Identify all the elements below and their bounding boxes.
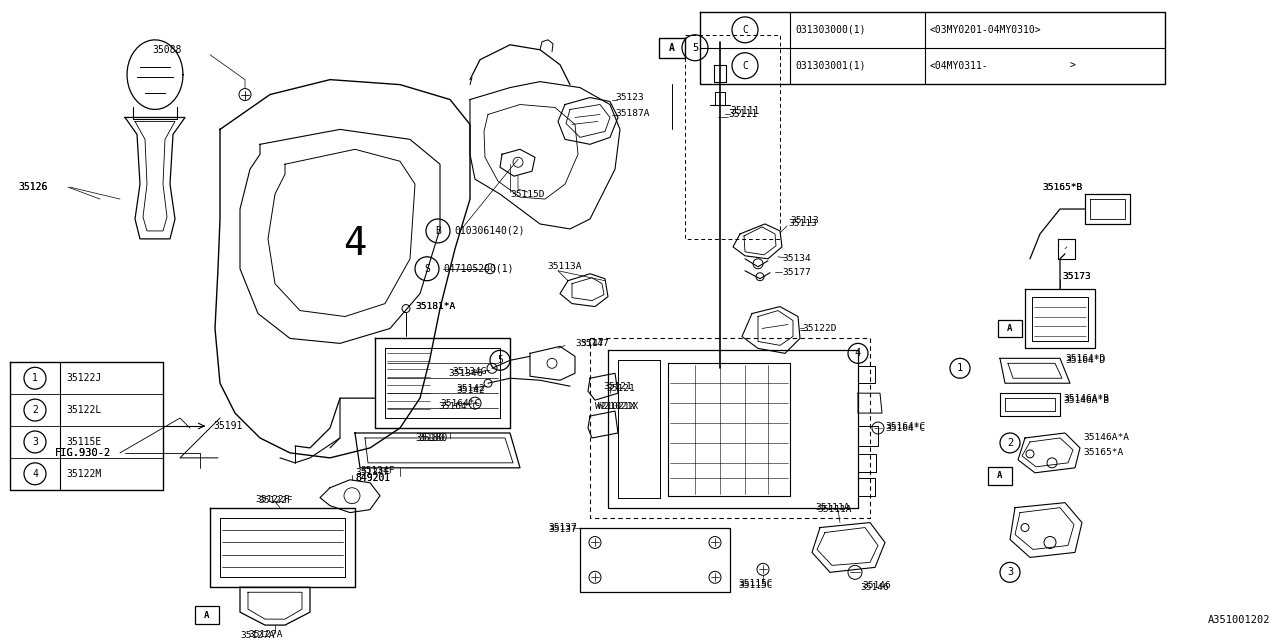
Text: 35134F: 35134F [355, 468, 389, 477]
Text: 35122F: 35122F [255, 495, 289, 504]
Text: <03MY0201-04MY0310>: <03MY0201-04MY0310> [931, 25, 1042, 35]
Text: 35123: 35123 [614, 93, 644, 102]
Text: W21021X: W21021X [595, 402, 635, 411]
Text: 2: 2 [32, 405, 38, 415]
Bar [195, 606, 219, 624]
Text: 010306140(2): 010306140(2) [454, 226, 525, 236]
Text: 35121: 35121 [603, 381, 632, 390]
Text: 35164*D: 35164*D [1065, 356, 1105, 365]
Text: 35137: 35137 [548, 525, 577, 534]
Text: 35134: 35134 [782, 254, 810, 263]
Text: 35164*C: 35164*C [438, 402, 479, 411]
Text: <04MY0311-: <04MY0311- [931, 61, 988, 70]
Text: 35165*B: 35165*B [1042, 182, 1083, 191]
Text: 35187A: 35187A [614, 109, 649, 118]
Text: 35088: 35088 [152, 45, 182, 55]
Text: 35134G: 35134G [452, 367, 486, 376]
Text: 35115D: 35115D [509, 189, 544, 198]
Text: 35146A*B: 35146A*B [1062, 396, 1108, 404]
Bar [659, 38, 685, 58]
Text: 35191: 35191 [212, 421, 242, 431]
Text: 35146: 35146 [860, 583, 888, 592]
Text: 35180: 35180 [415, 433, 444, 443]
Text: FIG.930-2: FIG.930-2 [55, 448, 111, 458]
Text: 35164*C: 35164*C [884, 422, 925, 431]
Text: 1: 1 [957, 364, 963, 373]
Text: FIG.930-2: FIG.930-2 [55, 448, 111, 458]
Text: A: A [669, 43, 675, 52]
Text: 35165*A: 35165*A [1083, 449, 1124, 458]
Text: A: A [997, 471, 1002, 480]
Text: 35115C: 35115C [739, 579, 773, 588]
Text: 35122M: 35122M [67, 468, 101, 479]
Text: 1: 1 [32, 373, 38, 383]
Text: 35122L: 35122L [67, 405, 101, 415]
Text: 35164*D: 35164*D [1065, 354, 1105, 363]
Text: 35111A: 35111A [817, 505, 851, 514]
Text: 35173: 35173 [1062, 272, 1091, 281]
Text: 4: 4 [855, 348, 861, 358]
Text: 35113: 35113 [788, 220, 817, 228]
Text: 4: 4 [343, 225, 366, 263]
Bar [998, 319, 1021, 337]
Text: 35111: 35111 [730, 106, 759, 116]
Text: 35113A: 35113A [547, 262, 581, 271]
Text: 35177: 35177 [782, 268, 810, 277]
Text: 35115C: 35115C [739, 580, 773, 590]
Text: 031303000(1): 031303000(1) [795, 25, 865, 35]
Text: 35111: 35111 [728, 109, 758, 120]
Text: 35126: 35126 [18, 182, 47, 192]
Text: B: B [435, 226, 440, 236]
Text: 35165*B: 35165*B [1042, 182, 1083, 191]
Text: 35142: 35142 [456, 384, 485, 393]
Text: >: > [1070, 61, 1076, 70]
Text: A: A [205, 611, 210, 620]
Text: 35146A*B: 35146A*B [1062, 394, 1108, 403]
Text: C: C [742, 25, 748, 35]
Text: 35137: 35137 [548, 523, 577, 532]
Text: 2: 2 [1007, 438, 1014, 448]
Text: A: A [1007, 324, 1012, 333]
Text: 35122J: 35122J [67, 373, 101, 383]
Text: 35115E: 35115E [67, 437, 101, 447]
Text: 031303001(1): 031303001(1) [795, 61, 865, 70]
Text: 35122F: 35122F [259, 496, 293, 505]
Text: 047105200(1): 047105200(1) [443, 264, 513, 274]
Text: 35142: 35142 [456, 386, 485, 395]
Text: 35164*C: 35164*C [884, 424, 925, 433]
Text: 35147: 35147 [580, 339, 609, 348]
Text: 35121: 35121 [605, 384, 635, 393]
Text: 35122D: 35122D [803, 324, 837, 333]
Text: 5: 5 [497, 355, 503, 365]
Text: 35134G: 35134G [448, 369, 483, 378]
Text: 4: 4 [32, 468, 38, 479]
Text: 3: 3 [32, 437, 38, 447]
Bar [988, 467, 1012, 484]
Text: W21021X: W21021X [598, 402, 639, 411]
Text: 35180: 35180 [419, 433, 448, 443]
Text: 35126: 35126 [18, 182, 47, 192]
Text: S: S [424, 264, 430, 274]
Text: 35147: 35147 [575, 339, 604, 348]
Text: A351001202: A351001202 [1207, 615, 1270, 625]
Text: 35173: 35173 [1062, 272, 1091, 281]
Text: C: C [742, 61, 748, 70]
Text: 35134F: 35134F [360, 467, 394, 476]
Text: 35146A*A: 35146A*A [1083, 433, 1129, 442]
Text: 35111A: 35111A [815, 503, 850, 512]
Text: 35181*A: 35181*A [415, 302, 456, 311]
Text: 35127A: 35127A [248, 630, 283, 639]
Text: 5: 5 [692, 43, 698, 52]
Text: 35181*A: 35181*A [415, 302, 456, 311]
Text: 3: 3 [1007, 567, 1014, 577]
Text: 35146: 35146 [861, 580, 891, 590]
Text: 35164*C: 35164*C [440, 399, 480, 408]
Text: 35127A: 35127A [241, 630, 274, 639]
Text: 84920I: 84920I [355, 473, 390, 483]
Text: 35113: 35113 [790, 216, 819, 225]
Text: 84920I: 84920I [355, 473, 390, 483]
